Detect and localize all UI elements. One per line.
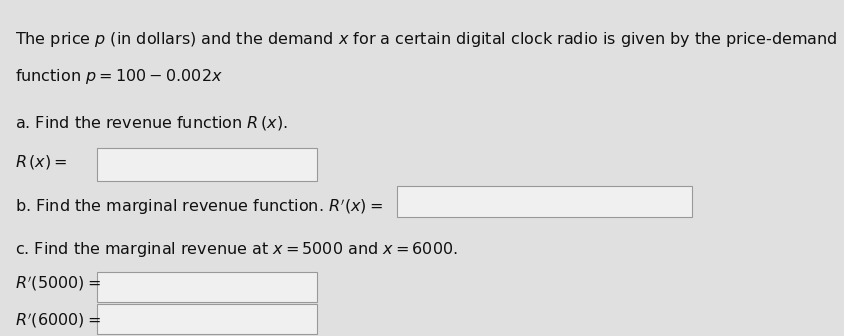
Text: a. Find the revenue function $R\,(x)$.: a. Find the revenue function $R\,(x)$. xyxy=(15,114,288,132)
Text: b. Find the marginal revenue function. $R^{\prime}(x) =$: b. Find the marginal revenue function. $… xyxy=(15,197,383,217)
FancyBboxPatch shape xyxy=(97,148,316,181)
Text: $R\,(x) =$: $R\,(x) =$ xyxy=(15,153,68,171)
Text: $R^{\prime}(6000) =$: $R^{\prime}(6000) =$ xyxy=(15,311,101,330)
Text: $R^{\prime}(5000) =$: $R^{\prime}(5000) =$ xyxy=(15,274,101,293)
Text: The price $p$ (in dollars) and the demand $x$ for a certain digital clock radio : The price $p$ (in dollars) and the deman… xyxy=(15,30,837,49)
FancyBboxPatch shape xyxy=(97,272,316,302)
Text: function $p = 100 - 0.002x$: function $p = 100 - 0.002x$ xyxy=(15,67,223,86)
FancyBboxPatch shape xyxy=(397,186,692,217)
FancyBboxPatch shape xyxy=(97,304,316,334)
Text: c. Find the marginal revenue at $x = 5000$ and $x = 6000$.: c. Find the marginal revenue at $x = 500… xyxy=(15,240,458,259)
